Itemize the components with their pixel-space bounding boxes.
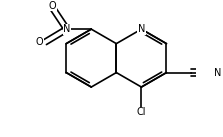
Text: O: O (48, 1, 56, 11)
Text: N: N (138, 24, 145, 34)
Text: Cl: Cl (137, 107, 146, 117)
Text: N: N (215, 68, 222, 78)
Text: N: N (63, 24, 70, 34)
Text: O: O (36, 37, 43, 47)
